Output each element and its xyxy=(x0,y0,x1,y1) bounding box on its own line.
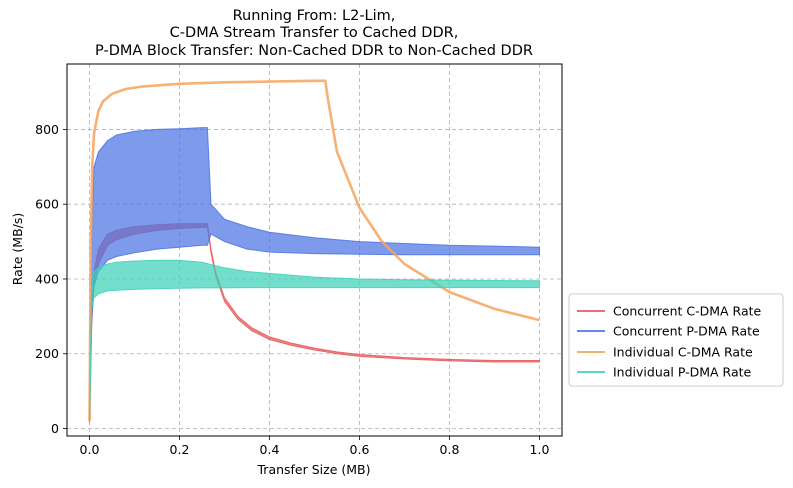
x-tick-label: 0.4 xyxy=(260,442,280,457)
y-tick-label: 400 xyxy=(35,271,59,286)
y-tick-label: 0 xyxy=(51,421,59,436)
x-tick-label: 0.2 xyxy=(170,442,190,457)
legend-label-concurrent-cdma: Concurrent C-DMA Rate xyxy=(613,304,762,319)
legend-label-individual-pdma: Individual P-DMA Rate xyxy=(613,365,752,380)
chart-title-line-2: C-DMA Stream Transfer to Cached DDR, xyxy=(170,25,459,41)
axes-frame xyxy=(66,63,563,437)
plot-area xyxy=(88,79,540,423)
series-individual-cdma-line xyxy=(88,79,540,422)
x-tick-label: 0.8 xyxy=(440,442,460,457)
legend-box xyxy=(568,293,784,387)
chart-title-line-3: P-DMA Block Transfer: Non-Cached DDR to … xyxy=(95,43,533,59)
x-axis-label: Transfer Size (MB) xyxy=(257,462,371,477)
legend: Concurrent C-DMA Rate Concurrent P-DMA R… xyxy=(568,293,784,387)
axis-ticks: 0.0 0.2 0.4 0.6 0.8 1.0 0 200 400 600 800 xyxy=(35,122,549,457)
x-tick-label: 0.0 xyxy=(80,442,100,457)
x-tick-label: 0.6 xyxy=(350,442,370,457)
legend-label-individual-cdma: Individual C-DMA Rate xyxy=(613,345,753,360)
chart-title-line-1: Running From: L2-Lim, xyxy=(233,8,396,24)
x-tick-label: 1.0 xyxy=(530,442,550,457)
y-tick-label: 800 xyxy=(35,122,59,137)
y-axis-label: Rate (MB/s) xyxy=(10,213,25,285)
legend-label-concurrent-pdma: Concurrent P-DMA Rate xyxy=(613,324,760,339)
y-tick-label: 600 xyxy=(35,197,59,212)
series-concurrent-pdma-band xyxy=(89,127,540,423)
y-tick-label: 200 xyxy=(35,346,59,361)
series-individual-pdma-band xyxy=(89,259,540,423)
